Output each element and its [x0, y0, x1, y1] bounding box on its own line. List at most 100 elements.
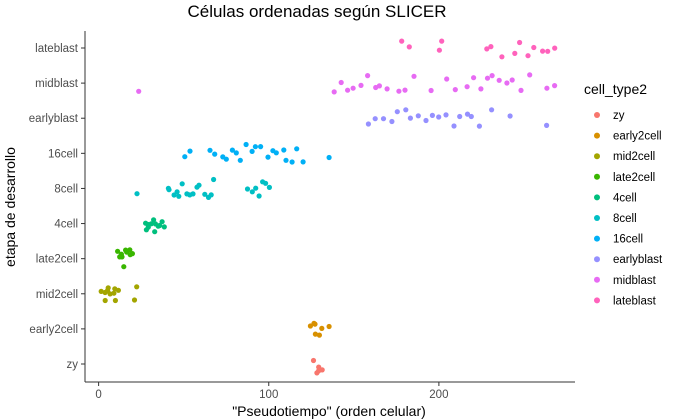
point-4cell — [159, 219, 165, 225]
point-mid2cell — [112, 297, 118, 304]
point-midblast — [345, 87, 351, 93]
point-earlyblast — [423, 117, 429, 124]
y-tick-label-earlyblast: earlyblast — [29, 113, 79, 125]
legend-item-midblast: midblast — [594, 275, 657, 287]
point-8cell — [176, 193, 182, 199]
point-midblast — [376, 83, 382, 89]
point-16cell — [187, 148, 193, 154]
point-midblast — [552, 83, 558, 89]
point-lateblast — [545, 48, 551, 54]
y-tick-label-zy: zy — [67, 359, 79, 371]
point-midblast — [358, 82, 364, 88]
point-midblast — [136, 88, 142, 94]
point-midblast — [527, 72, 533, 78]
point-4cell — [152, 229, 158, 235]
point-early2cell — [316, 332, 322, 338]
y-tick-label-mid2cell: mid2cell — [36, 289, 78, 301]
point-earlyblast — [365, 121, 371, 127]
point-4cell — [151, 217, 157, 223]
point-8cell — [166, 187, 172, 193]
point-16cell — [273, 150, 279, 156]
point-earlyblast — [407, 115, 413, 121]
point-early2cell — [312, 331, 318, 337]
point-late2cell — [115, 248, 121, 254]
y-tick-label-16cell: 16cell — [48, 148, 78, 160]
point-lateblast — [436, 47, 442, 53]
point-lateblast — [499, 54, 505, 60]
series-early2cell — [307, 320, 332, 338]
legend-label: zy — [613, 110, 625, 122]
point-16cell — [207, 147, 213, 153]
point-midblast — [402, 87, 408, 93]
point-16cell — [243, 141, 249, 148]
point-early2cell — [326, 323, 332, 330]
point-earlyblast — [443, 112, 449, 118]
point-lateblast — [552, 45, 558, 51]
series-lateblast — [399, 38, 558, 60]
y-axis-title: etapa de desarrollo — [2, 147, 18, 267]
point-midblast — [338, 79, 344, 86]
point-16cell — [212, 151, 218, 157]
y-tick-label-midblast: midblast — [35, 78, 79, 90]
point-late2cell — [121, 264, 127, 270]
point-early2cell — [307, 323, 313, 329]
y-tick-label-lateblast: lateblast — [35, 43, 79, 55]
point-earlyblast — [451, 123, 457, 129]
point-midblast — [471, 75, 477, 81]
point-lateblast — [540, 48, 546, 54]
point-16cell — [252, 144, 258, 150]
series-late2cell — [115, 247, 135, 270]
point-midblast — [509, 77, 515, 83]
point-8cell — [256, 193, 262, 199]
point-earlyblast — [507, 113, 513, 119]
point-16cell — [182, 154, 188, 160]
point-earlyblast — [429, 112, 435, 118]
series-midblast — [136, 72, 558, 95]
point-midblast — [444, 76, 450, 82]
legend-label: 4cell — [613, 192, 637, 204]
point-mid2cell — [102, 297, 108, 304]
point-lateblast — [484, 46, 490, 52]
point-midblast — [484, 75, 491, 81]
legend-label: late2cell — [613, 172, 655, 184]
point-midblast — [384, 86, 390, 92]
series-16cell — [182, 141, 332, 165]
point-lateblast — [517, 39, 523, 46]
legend-swatch — [594, 173, 600, 180]
point-early2cell — [312, 321, 318, 327]
point-8cell — [249, 189, 255, 195]
point-lateblast — [399, 38, 405, 44]
legend-swatch — [594, 153, 600, 160]
point-midblast — [544, 85, 550, 91]
point-mid2cell — [115, 287, 121, 293]
legend-item-late2cell: late2cell — [594, 172, 655, 184]
point-16cell — [249, 148, 255, 154]
series-8cell — [134, 176, 272, 200]
point-8cell — [211, 176, 217, 183]
point-late2cell — [129, 251, 135, 257]
point-midblast — [428, 87, 434, 94]
point-earlyblast — [389, 118, 395, 125]
point-4cell — [148, 221, 154, 227]
point-midblast — [464, 84, 470, 90]
point-8cell — [190, 191, 196, 197]
series-earlyblast — [365, 107, 550, 129]
legend-label: mid2cell — [613, 151, 655, 163]
series-zy — [310, 357, 325, 376]
legend-label: lateblast — [613, 295, 657, 307]
series-mid2cell — [98, 284, 140, 304]
x-tick-label: 200 — [429, 389, 448, 401]
point-8cell — [179, 181, 185, 187]
point-8cell — [208, 192, 214, 198]
point-16cell — [237, 157, 243, 163]
point-late2cell — [127, 247, 133, 253]
y-tick-label-early2cell: early2cell — [29, 324, 78, 336]
point-8cell — [202, 191, 208, 197]
point-midblast — [396, 88, 402, 94]
point-earlyblast — [415, 113, 421, 119]
legend: cell_type2 zy early2cell mid2cell late2cell… — [584, 81, 663, 307]
point-16cell — [258, 144, 264, 150]
point-midblast — [331, 89, 337, 95]
legend-label: midblast — [613, 275, 657, 287]
point-earlyblast — [457, 113, 463, 120]
